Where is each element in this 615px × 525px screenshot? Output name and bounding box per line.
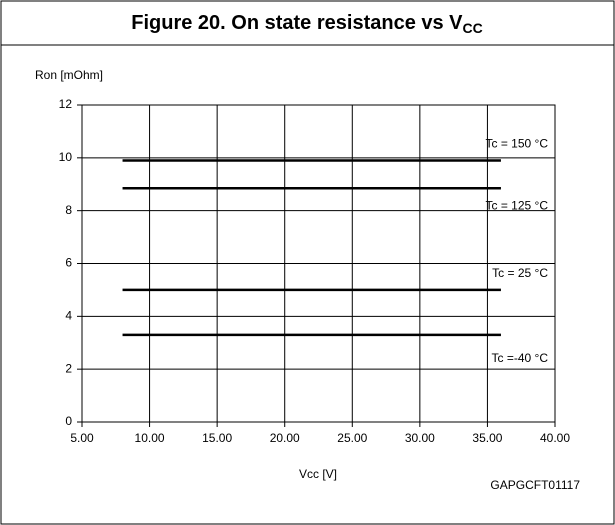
figure-code: GAPGCFT01117 xyxy=(490,478,580,492)
y-tick-label: 6 xyxy=(65,256,72,270)
y-tick-label: 10 xyxy=(59,150,73,164)
y-tick-label: 12 xyxy=(59,97,73,111)
series-label: Tc = 25 °C xyxy=(492,266,548,280)
series-label: Tc = 125 °C xyxy=(486,198,549,212)
x-tick-label: 25.00 xyxy=(337,431,367,445)
x-axis-label: Vcc [V] xyxy=(299,467,337,481)
series-label: Tc =-40 °C xyxy=(492,351,549,365)
title-main: Figure 20. On state resistance vs V xyxy=(131,12,463,34)
x-tick-label: 40.00 xyxy=(540,431,570,445)
y-tick-label: 4 xyxy=(65,309,72,323)
x-tick-label: 30.00 xyxy=(405,431,435,445)
y-tick-label: 2 xyxy=(65,361,72,375)
title-subscript: CC xyxy=(463,20,483,36)
x-tick-label: 10.00 xyxy=(135,431,165,445)
series-label: Tc = 150 °C xyxy=(486,137,549,151)
x-tick-label: 5.00 xyxy=(70,431,94,445)
y-tick-label: 0 xyxy=(65,414,72,428)
y-axis-label: Ron [mOhm] xyxy=(35,68,103,82)
x-tick-label: 35.00 xyxy=(472,431,502,445)
chart-title: Figure 20. On state resistance vs VCC xyxy=(131,12,483,35)
x-tick-label: 20.00 xyxy=(270,431,300,445)
y-tick-label: 8 xyxy=(65,203,72,217)
x-tick-label: 15.00 xyxy=(202,431,232,445)
